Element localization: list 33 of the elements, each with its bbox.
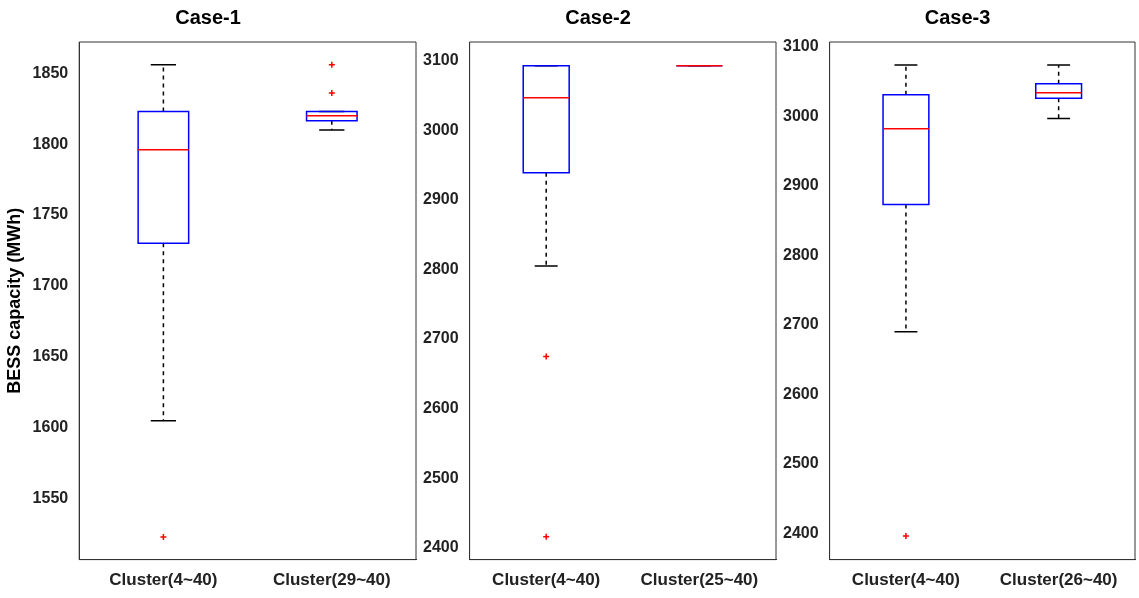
y-tick-label: 1750 (32, 205, 69, 223)
x-tick-label: Cluster(4~40) (492, 570, 601, 590)
y-tick-label: 2700 (783, 315, 819, 333)
y-tick-label: 3000 (423, 120, 459, 138)
y-tick-label: 2800 (783, 245, 819, 263)
chart-title: Case-1 (175, 5, 241, 28)
y-tick-label: 2800 (423, 259, 459, 277)
y-tick-label: 3100 (423, 51, 459, 69)
y-tick-label: 2400 (783, 523, 819, 541)
y-tick-label: 1650 (32, 347, 69, 365)
y-tick-label: 3000 (783, 106, 819, 124)
y-tick-label: 2600 (423, 399, 459, 417)
y-axis-title: BESS capacity (MWh) (3, 207, 24, 394)
x-tick-label: Cluster(4~40) (851, 570, 961, 590)
x-tick-label: Cluster(25~40) (640, 570, 759, 590)
chart-title: Case-3 (924, 5, 991, 28)
x-tick-label: Cluster(29~40) (272, 570, 391, 590)
y-tick-label: 2700 (423, 329, 459, 347)
y-tick-label: 2900 (783, 176, 819, 194)
y-tick-label: 1800 (32, 134, 69, 152)
x-tick-label: Cluster(26~40) (999, 570, 1118, 590)
y-tick-label: 2400 (423, 538, 459, 556)
y-tick-label: 3100 (783, 37, 819, 55)
x-tick-label: Cluster(4~40) (109, 570, 218, 590)
y-tick-label: 1600 (32, 418, 69, 436)
y-tick-label: 1550 (32, 489, 69, 507)
y-tick-label: 2500 (423, 468, 459, 486)
y-tick-label: 2500 (783, 454, 819, 472)
y-tick-label: 1700 (32, 276, 69, 294)
chart-title: Case-2 (565, 5, 631, 28)
y-tick-label: 2600 (783, 384, 819, 402)
y-tick-label: 2900 (423, 190, 459, 208)
y-tick-label: 1850 (32, 63, 69, 81)
